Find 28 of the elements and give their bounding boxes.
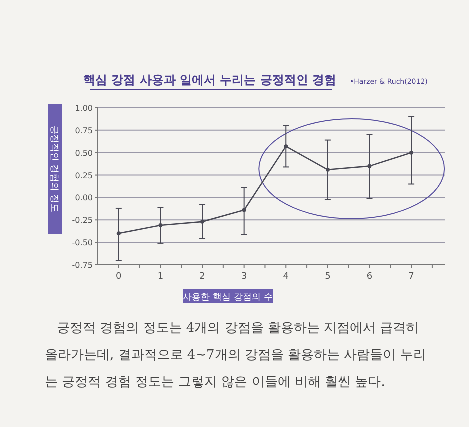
x-tick-label: 2 [200,272,206,282]
point [116,232,121,236]
point [242,208,246,212]
y-tick-label: 0.50 [75,148,93,158]
chart-title: 핵심 강점 사용과 일에서 누리는 긍정적인 경험 [83,73,337,87]
point [368,164,372,168]
y-tick-label: 0.00 [75,194,93,203]
x-tick-label: 6 [366,272,373,282]
point [284,144,288,149]
y-tick-label: -0.75 [72,261,93,270]
point [158,224,163,228]
y-axis-title: 긍정적인 경험의 정도 [49,126,59,212]
text: 긍정적 경험의 정도는 4개의 강점을 활용하는 지점에서 급격히 올라가는데, 결과적으로 4~7개의 강점을 활용하는 사람들이 누리는 긍정적 경험 정도는 그렇지 않은 이들에 비해 훨씬 높다. [45,320,428,392]
x-tick-label: 5 [325,272,331,282]
x-tick-label: 7 [408,272,414,282]
x-tick-label: 3 [241,272,248,282]
point [200,220,205,224]
x-tick-label: 1 [158,272,164,282]
point [410,150,414,155]
y-tick-label: -0.25 [72,216,93,226]
y-tick-label: -0.50 [72,238,93,248]
y-tick-label: 0.75 [75,126,93,136]
x-axis-title: 사용한 핵심 강점의 수 [183,293,273,303]
point [326,168,330,172]
y-tick-label: 1.00 [75,104,93,113]
x-tick-label: 0 [116,272,122,282]
x-tick-label: 4 [283,272,290,282]
y-tick-label: 0.25 [75,171,93,180]
